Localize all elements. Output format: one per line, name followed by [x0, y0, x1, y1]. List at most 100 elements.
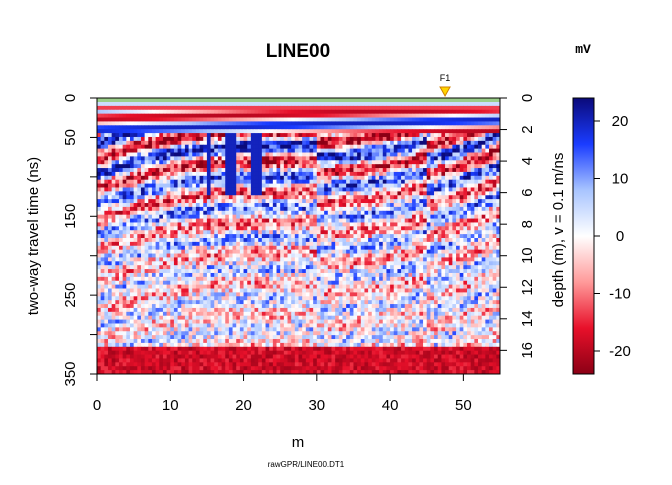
radargram-cell — [415, 238, 420, 243]
radargram-cell — [474, 148, 479, 153]
radargram-cell — [448, 117, 453, 122]
radargram-cell — [412, 226, 417, 231]
radargram-cell — [342, 121, 347, 126]
radargram-cell — [349, 214, 354, 219]
radargram-cell — [382, 214, 387, 219]
radargram-cell — [225, 102, 230, 107]
radargram-cell — [452, 160, 457, 165]
radargram-cell — [419, 102, 424, 107]
radargram-cell — [144, 269, 149, 274]
radargram-cell — [195, 253, 200, 258]
radargram-cell — [481, 203, 486, 208]
radargram-cell — [470, 168, 475, 173]
radargram-cell — [412, 230, 417, 235]
radargram-cell — [217, 195, 222, 200]
radargram-cell — [298, 183, 303, 188]
radargram-cell — [250, 206, 255, 212]
radargram-cell — [382, 226, 387, 231]
radargram-cell — [470, 261, 475, 266]
radargram-cell — [159, 140, 164, 146]
radargram-cell — [434, 125, 439, 130]
radargram-cell — [470, 140, 475, 146]
radargram-cell — [221, 109, 226, 115]
radargram-cell — [357, 253, 362, 258]
radargram-cell — [437, 109, 442, 115]
radargram-cell — [247, 214, 252, 219]
radargram-cell — [459, 191, 464, 196]
radargram-cell — [239, 117, 244, 122]
radargram-cell — [386, 144, 391, 150]
radargram-cell — [371, 121, 376, 126]
radargram-cell — [316, 125, 321, 130]
radargram-cell — [181, 144, 186, 150]
radargram-cell — [401, 105, 406, 111]
radargram-cell — [437, 272, 442, 278]
radargram-cell — [144, 241, 149, 247]
radargram-cell — [217, 140, 222, 146]
radargram-cell — [492, 113, 497, 118]
radargram-cell — [210, 187, 215, 192]
radargram-cell — [320, 140, 325, 146]
radargram-cell — [485, 140, 490, 146]
radargram-cell — [250, 218, 255, 223]
radargram-plot-area — [96, 97, 501, 375]
radargram-cell — [404, 144, 409, 150]
radargram-cell — [265, 230, 270, 235]
radargram-cell — [133, 105, 138, 111]
radargram-cell — [291, 117, 296, 122]
radargram-cell — [173, 175, 178, 181]
radargram-cell — [382, 144, 387, 150]
radargram-cell — [331, 249, 336, 254]
radargram-cell — [353, 117, 358, 122]
radargram-cell — [192, 179, 197, 184]
radargram-cell — [173, 125, 178, 130]
radargram-cell — [492, 210, 497, 216]
radargram-cell — [250, 117, 255, 122]
radargram-cell — [360, 164, 365, 169]
radargram-cell — [349, 249, 354, 254]
radargram-cell — [430, 102, 435, 107]
radargram-cell — [162, 175, 168, 181]
radargram-cell — [489, 125, 494, 130]
radargram-cell — [379, 183, 384, 188]
radargram-cell — [214, 179, 219, 184]
radargram-cell — [489, 140, 494, 146]
radargram-cell — [247, 257, 252, 262]
radargram-cell — [324, 121, 329, 126]
radargram-cell — [331, 109, 336, 115]
radargram-cell — [386, 249, 391, 254]
radargram-cell — [331, 175, 336, 181]
radargram-cell — [173, 276, 178, 282]
radargram-cell — [265, 160, 270, 165]
radargram-cell — [280, 214, 285, 219]
radargram-cell — [243, 183, 248, 188]
radargram-cell — [170, 234, 175, 239]
radargram-cell — [478, 140, 483, 146]
radargram-cell — [331, 164, 336, 169]
radargram-cell — [148, 152, 153, 157]
radargram-cell — [225, 160, 230, 165]
radargram-cell — [217, 203, 222, 208]
radargram-cell — [459, 109, 464, 115]
radargram-cell — [364, 121, 369, 126]
radargram-cell — [452, 214, 457, 219]
radargram-cell — [368, 175, 373, 181]
radargram-cell — [107, 183, 113, 188]
radargram-cell — [437, 152, 442, 157]
radargram-cell — [192, 144, 197, 150]
radargram-cell — [258, 191, 263, 196]
radargram-cell — [236, 125, 241, 130]
radargram-cell — [452, 261, 457, 266]
radargram-cell — [177, 199, 182, 204]
radargram-cell — [445, 175, 450, 181]
radargram-cell — [346, 148, 351, 153]
radargram-cell — [210, 257, 215, 262]
radargram-cell — [115, 249, 120, 254]
radargram-cell — [474, 210, 479, 216]
radargram-cell — [404, 171, 409, 177]
radargram-cell — [232, 105, 237, 111]
radargram-cell — [316, 206, 321, 212]
radargram-cell — [170, 206, 175, 212]
radargram-cell — [459, 179, 464, 184]
radargram-cell — [184, 175, 189, 181]
